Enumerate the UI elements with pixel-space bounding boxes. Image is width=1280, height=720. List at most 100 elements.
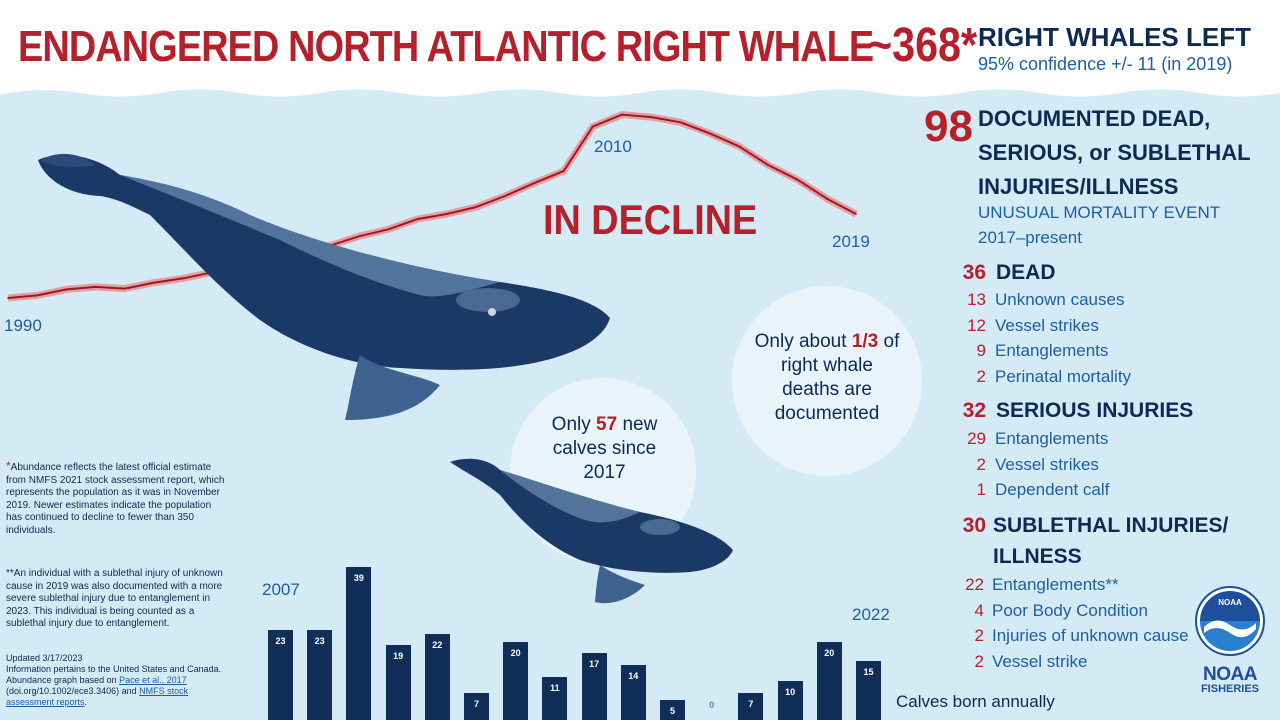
list-item: 12 Vessel strikes [967,315,1099,335]
calves-bar: 5 [660,700,685,720]
sublethal-list: 22 Entanglements** 4 Poor Body Condition 2… [956,575,1189,677]
trend-point [182,277,185,280]
calves-bar: 20 [503,641,529,720]
calves-bar-value: 17 [589,659,600,670]
calves-bar: 14 [620,665,646,720]
list-item: 2 Perinatal mortality [976,366,1132,386]
list-item: 1 Dependent calf [976,480,1110,499]
trend-start-year: 1990 [4,316,42,335]
trend-point [153,281,156,284]
calves-bar-value: 11 [550,682,560,693]
svg-text:NOAA: NOAA [1218,598,1242,607]
right-whale-large-illustration [38,153,610,420]
new-calves-text: Only 57 new calves since 2017 [551,414,658,483]
trend-point [387,228,389,231]
calves-bar: 10 [777,680,803,720]
trend-headline: IN DECLINE [543,196,758,243]
trend-point [475,206,477,208]
calves-bar-value: 23 [275,635,286,646]
trend-point [855,213,857,215]
calves-bar-value: 7 [748,698,754,709]
trend-point [445,213,448,215]
trend-point [738,145,740,148]
noaa-fisheries-logo: NOAA NOAA FISHERIES [1194,585,1266,715]
footnote-sources: Updated 3/17/2023 Information pertains t… [6,653,222,707]
list-item: 2 Injuries of unknown cause [974,626,1189,645]
calves-bar-value: 39 [353,573,364,583]
footnote-abundance: *Abundance reflects the latest official … [6,459,225,536]
total-injuries-label: DOCUMENTED DEAD, SERIOUS, or SUBLETHAL I… [978,106,1251,199]
dead-list: 13 Unknown causes 12 Vessel strikes 9 Entan… [958,290,1131,392]
calves-bar-value: 23 [314,635,325,646]
trend-point [7,297,9,299]
trend-point [124,287,126,290]
trend-point [36,294,39,297]
population-confidence: 95% confidence +/- 11 (in 2019) [978,54,1233,74]
trend-point [767,164,770,166]
trend-point [65,288,68,291]
page-title: ENDANGERED NORTH ATLANTIC RIGHT WHALE [18,22,874,71]
calves-bar: 20 [816,641,842,720]
calves-bar-value: 20 [510,647,521,658]
list-item: 2 Vessel strike [974,651,1088,671]
trend-point [94,286,97,288]
trend-point [562,170,565,172]
trend-point [504,195,506,197]
calves-bar: 15 [856,661,881,720]
calves-bar: 39 [346,567,372,720]
fisheries-wordmark: FISHERIES [1200,683,1260,695]
dead-label: DEAD [996,261,1056,284]
calves-bar: 17 [581,653,607,720]
sublethal-number: 30 [962,514,986,537]
trend-point [416,218,419,220]
ume-period: 2017–present [978,228,1082,247]
dead-number: 36 [962,261,986,284]
calves-bar: 23 [268,629,293,720]
serious-list: 29 Entanglements 2 Vessel strikes 1 Depende… [958,429,1109,506]
trend-point [825,197,828,200]
calves-bar: 7 [738,692,764,720]
calves-bar-value: 0 [709,700,715,710]
calves-bar-value: 20 [824,647,835,658]
calves-bar-value: 22 [432,639,443,650]
list-item: 22 Entanglements** [965,575,1119,594]
calves-bar-value: 19 [393,651,404,662]
bar-chart-caption: Calves born annually [896,692,1055,711]
calves-bar: 22 [424,633,450,720]
right-whale-calf-illustration [450,458,733,604]
noaa-wordmark: NOAA [1203,664,1257,685]
pace-link[interactable]: Pace et al., 2017 [119,675,187,685]
calves-bar-value: 7 [473,698,479,709]
trend-end-year: 2019 [832,232,870,251]
trend-point [358,235,360,238]
sublethal-label-line2: ILLNESS [993,545,1082,568]
calves-bar: 11 [542,676,568,720]
calves-bar: 23 [307,629,333,720]
serious-number: 32 [962,399,986,422]
trend-point [708,132,711,135]
documented-deaths-text: Only about 1/3 of right whale deaths are… [754,331,900,424]
noaa-emblem-icon: NOAA [1195,586,1265,656]
list-item: 2 Vessel strikes [976,454,1099,474]
list-item: 29 Entanglements [967,429,1109,448]
trend-point [592,125,594,128]
calves-bar-value: 5 [669,706,675,717]
calves-bar-value: 15 [863,667,874,678]
list-item: 13 Unknown causes [967,290,1125,309]
trend-point [650,116,653,118]
sublethal-label-line1: SUBLETHAL INJURIES/ [993,514,1229,537]
population-label: RIGHT WHALES LEFT [978,22,1251,52]
trend-line [7,113,857,299]
ume-label: UNUSUAL MORTALITY EVENT [978,203,1221,222]
population-number: ~368* [868,19,978,72]
trend-point [533,182,536,184]
calves-bar-value: 10 [785,686,796,697]
documented-deaths-circle [732,286,922,476]
footnote-sublethal: **An individual with a sublethal injury … [6,568,223,629]
trend-point [796,178,799,181]
stock-assessment-link[interactable]: NMFS stock assessment reports [6,686,189,707]
list-item: 9 Entanglements [976,341,1109,360]
list-item: 4 Poor Body Condition [974,600,1148,620]
trend-point [621,113,623,116]
